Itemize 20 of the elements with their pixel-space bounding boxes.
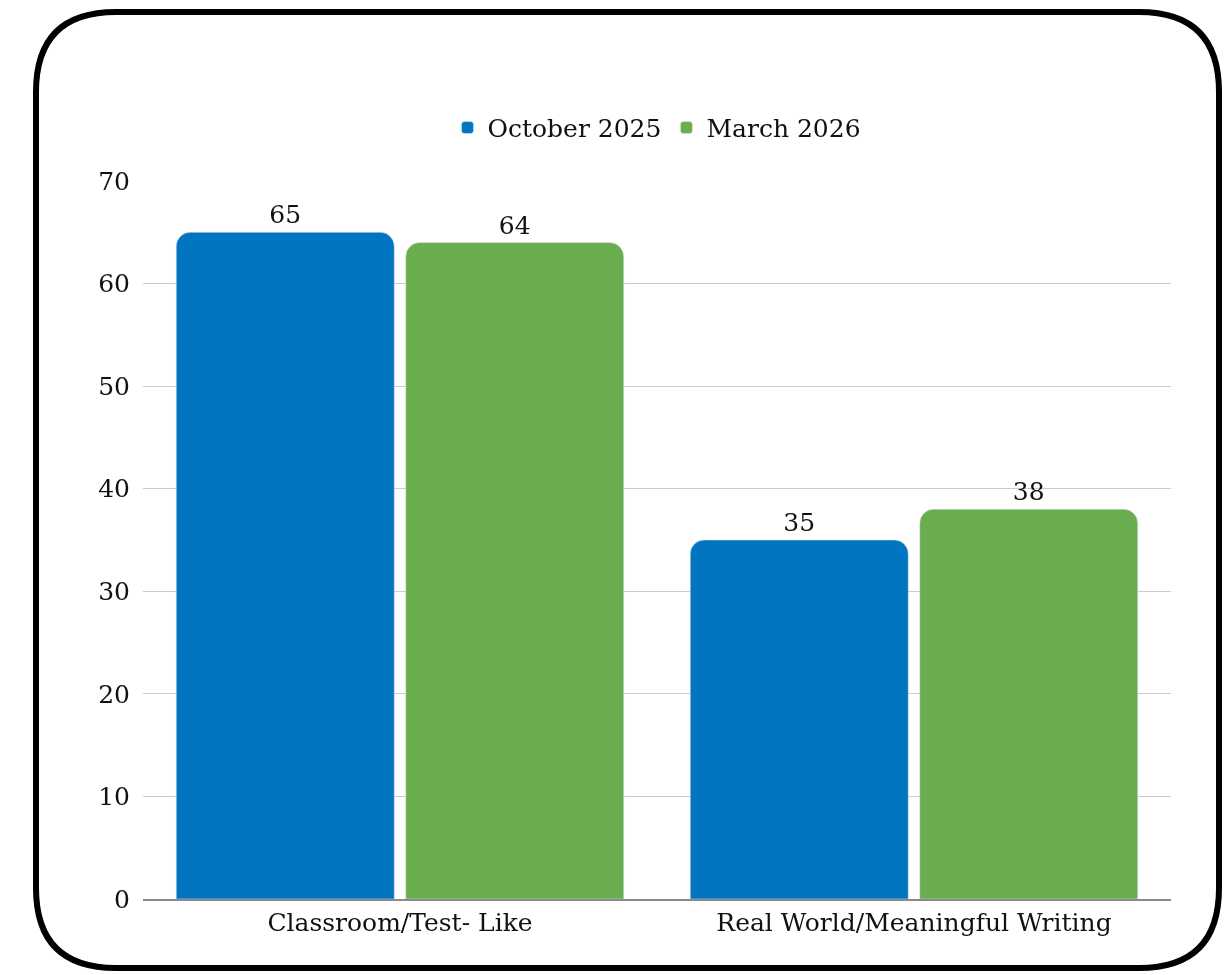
y-tick-label: 0: [114, 884, 130, 914]
data-label: 38: [1012, 477, 1045, 507]
legend-label: March 2026: [706, 114, 861, 144]
y-tick-label: 20: [98, 679, 130, 709]
y-tick-label: 70: [98, 166, 130, 196]
data-label: 64: [498, 210, 531, 240]
y-tick-label: 60: [98, 269, 130, 299]
y-tick-label: 50: [98, 371, 130, 401]
y-tick-label: 10: [98, 782, 130, 812]
legend-label: October 2025: [487, 114, 662, 144]
x-tick-label: Real World/Meaningful Writing: [716, 907, 1112, 937]
data-label: 35: [783, 508, 816, 537]
y-tick-label: 40: [98, 474, 130, 504]
y-tick-label: 30: [98, 577, 130, 607]
bar: [175, 232, 395, 899]
bar: [689, 539, 909, 899]
bar: [919, 508, 1139, 899]
x-tick-label: Classroom/Test- Like: [267, 907, 533, 937]
data-label: 65: [269, 200, 302, 230]
bar: [405, 242, 625, 899]
